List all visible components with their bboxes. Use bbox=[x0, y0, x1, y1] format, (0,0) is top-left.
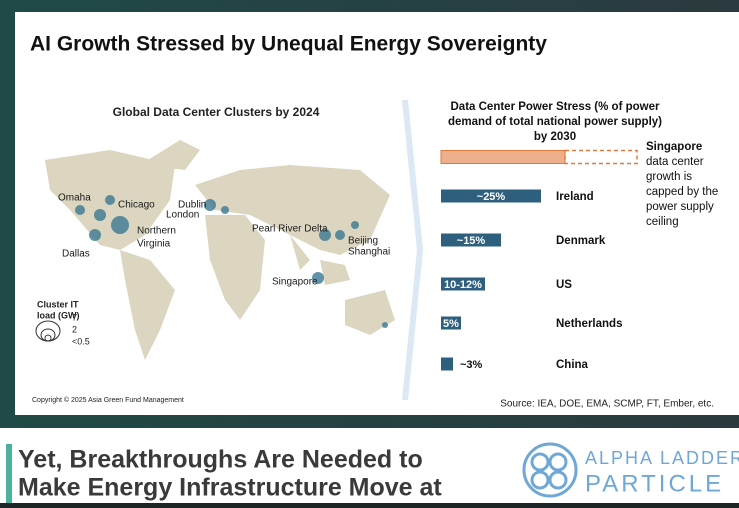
value-label: 10-12% bbox=[444, 279, 482, 291]
bar bbox=[441, 233, 501, 247]
banner-text: Yet, Breakthroughs Are Needed to bbox=[18, 446, 423, 474]
note: data center bbox=[646, 156, 704, 168]
bar bbox=[441, 277, 485, 291]
legend-title: load (GW) bbox=[37, 310, 80, 320]
category-label: Singapore bbox=[646, 141, 702, 153]
value-label: ~15% bbox=[457, 235, 486, 247]
legend-circles bbox=[35, 320, 61, 342]
source: Source: IEA, DOE, EMA, SCMP, FT, Ember, … bbox=[500, 399, 714, 410]
chart-title: demand of total national power supply) bbox=[448, 116, 662, 128]
map-label: London bbox=[166, 210, 199, 221]
cluster-bubbles bbox=[75, 195, 388, 328]
map-label: Singapore bbox=[272, 277, 318, 288]
copyright: Copyright © 2025 Asia Green Fund Managem… bbox=[32, 396, 184, 404]
divider bbox=[402, 99, 424, 401]
legend-item: <0.5 bbox=[72, 336, 90, 346]
bar bbox=[440, 150, 566, 164]
chart-title: by 2030 bbox=[534, 131, 576, 143]
note: ceiling bbox=[646, 216, 679, 228]
value-label: ~25% bbox=[477, 191, 506, 203]
slide-title: AI Growth Stressed by Unequal Energy Sov… bbox=[30, 33, 547, 56]
chart-title: Data Center Power Stress (% of power bbox=[451, 101, 660, 113]
banner-text: Make Energy Infrastructure Move at bbox=[18, 474, 442, 502]
map-label: Virginia bbox=[137, 239, 171, 250]
logo-icon bbox=[522, 442, 578, 498]
map-label: Beijing bbox=[348, 236, 378, 247]
bar bbox=[441, 316, 461, 330]
category-label: US bbox=[556, 279, 572, 291]
map-label: Chicago bbox=[118, 200, 155, 211]
value-label: 5% bbox=[443, 318, 459, 330]
note: capped by the bbox=[646, 186, 718, 198]
bar bbox=[441, 357, 453, 371]
map-label: Pearl River Delta bbox=[252, 224, 328, 235]
map-label: Omaha bbox=[58, 193, 91, 204]
category-label: Ireland bbox=[556, 191, 594, 203]
bar-chart: Data Center Power Stress (% of power dema… bbox=[440, 101, 718, 371]
banner bbox=[0, 428, 739, 503]
legend-title: Cluster IT bbox=[37, 299, 79, 309]
category-label: China bbox=[556, 359, 589, 371]
map-title: Global Data Center Clusters by 2024 bbox=[113, 105, 320, 119]
category-label: Netherlands bbox=[556, 318, 622, 330]
bar bbox=[441, 189, 541, 203]
map-label: Dallas bbox=[62, 249, 90, 260]
logo-text: ALPHA LADDER bbox=[585, 448, 739, 468]
map-label: Dublin bbox=[178, 200, 206, 211]
projection-bar bbox=[564, 149, 638, 165]
legend-item: 7 bbox=[72, 312, 77, 322]
legend-item: 2 bbox=[72, 324, 77, 334]
banner-accent bbox=[6, 444, 12, 503]
map-label: Northern bbox=[137, 226, 176, 237]
map-label: Shanghai bbox=[348, 247, 390, 258]
note: power supply bbox=[646, 201, 714, 213]
logo-text: PARTICLE bbox=[585, 470, 724, 497]
value-label: ~3% bbox=[460, 359, 483, 371]
category-label: Denmark bbox=[556, 235, 606, 247]
note: growth is bbox=[646, 171, 692, 183]
